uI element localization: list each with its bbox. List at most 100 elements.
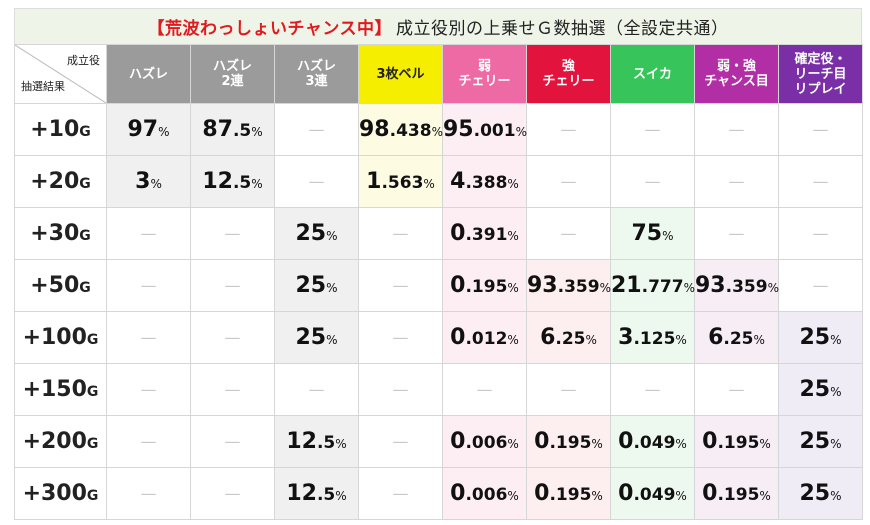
probability-value: 12.5% [202, 169, 262, 194]
table-cell: — [190, 467, 275, 520]
table-cell: — [526, 103, 611, 156]
column-header-4: 弱チェリー [442, 44, 527, 104]
row-label: +10G [14, 103, 107, 156]
probability-value: 1.563% [366, 169, 435, 194]
value-decimal: .359 [725, 277, 768, 297]
table-cell: — [358, 363, 443, 416]
table-cell: — [694, 103, 779, 156]
table-cell: — [274, 155, 359, 208]
empty-dash: — [392, 276, 409, 295]
column-header-label: 3連 [305, 74, 328, 89]
row-label: +150G [14, 363, 107, 416]
value-integer: 93 [695, 273, 726, 298]
table-cell: — [610, 155, 695, 208]
probability-value: 12.5% [286, 429, 346, 454]
probability-value: 3.125% [618, 325, 687, 350]
table-cell: — [526, 155, 611, 208]
value-decimal: .5 [316, 485, 336, 505]
value-decimal: .563 [381, 173, 424, 193]
column-header-3: 3枚ベル [358, 44, 443, 104]
probability-value: 6.25% [540, 325, 597, 350]
value-percent-sign: % [507, 177, 519, 191]
table-cell: 25% [274, 259, 359, 312]
value-integer: 0 [618, 481, 634, 506]
value-decimal: .5 [232, 173, 252, 193]
value-integer: 95 [443, 117, 474, 142]
table-cell: — [694, 363, 779, 416]
probability-value: 0.195% [702, 481, 771, 506]
column-header-label: リプレイ [794, 81, 847, 97]
value-decimal: .195 [549, 433, 592, 453]
table-body: +10G 97% 87.5% —98.438% 95.001% — — — — +20G 3% 12.… [14, 103, 863, 520]
table-cell: — [106, 311, 191, 364]
column-header-2: ハズレ 3連 [274, 44, 359, 104]
value-percent-sign: % [158, 125, 170, 139]
value-percent-sign: % [830, 333, 842, 347]
empty-dash: — [224, 380, 241, 399]
probability-value: 4.388% [450, 169, 519, 194]
table-cell: 0.049% [610, 415, 695, 468]
row-label-unit: G [86, 488, 99, 504]
value-decimal: .006 [465, 433, 508, 453]
table-cell: — [778, 103, 863, 156]
table-cell: 25% [778, 467, 863, 520]
value-percent-sign: % [507, 333, 519, 347]
probability-value: 98.438% [359, 117, 443, 142]
table-row: +100G — —25% —0.012% 6.25% 3.125% 6.25% 25% [14, 311, 863, 364]
value-percent-sign: % [431, 125, 443, 139]
probability-value: 25% [295, 273, 337, 298]
empty-dash: — [728, 120, 745, 139]
empty-dash: — [140, 328, 157, 347]
corner-top-label: 成立役 [67, 54, 100, 67]
value-integer: 25 [295, 273, 327, 298]
value-integer: 0 [534, 481, 550, 506]
value-decimal: .391 [465, 225, 508, 245]
value-percent-sign: % [150, 177, 162, 191]
probability-value: 25% [799, 429, 841, 454]
value-integer: 0 [618, 429, 634, 454]
value-integer: 25 [799, 325, 831, 350]
header-row: 成立役 抽選結果 ハズレ ハズレ 2連 ハズレ 3連 3枚ベル弱チェリー強チェリー スイカ弱… [14, 44, 863, 104]
table-cell: 0.195% [694, 467, 779, 520]
empty-dash: — [392, 328, 409, 347]
row-label-number: +30 [30, 221, 80, 246]
empty-dash: — [644, 120, 661, 139]
table-cell: — [358, 311, 443, 364]
value-decimal: .438 [389, 121, 432, 141]
column-header-6: スイカ [610, 44, 695, 104]
row-label-number: +100 [22, 325, 87, 350]
probability-value: 0.049% [618, 481, 687, 506]
probability-value: 87.5% [202, 117, 262, 142]
empty-dash: — [140, 380, 157, 399]
row-label-unit: G [86, 332, 99, 348]
probability-value: 95.001% [443, 117, 527, 142]
row-label-unit: G [79, 124, 91, 140]
value-integer: 25 [799, 429, 831, 454]
table-cell: — [778, 259, 863, 312]
table-row: +150G — — — — — — — — 25% [14, 363, 863, 416]
value-percent-sign: % [326, 229, 338, 243]
table-cell: 3.125% [610, 311, 695, 364]
row-label-number: +150 [22, 377, 87, 402]
value-percent-sign: % [675, 437, 687, 451]
value-integer: 0 [702, 481, 718, 506]
probability-value: 0.391% [450, 221, 519, 246]
table-cell: — [106, 467, 191, 520]
value-percent-sign: % [515, 125, 527, 139]
value-integer: 0 [450, 429, 466, 454]
empty-dash: — [224, 484, 241, 503]
table-cell: — [358, 207, 443, 260]
table-cell: — [694, 155, 779, 208]
diagonal-line [15, 45, 106, 103]
table-cell: 6.25% [694, 311, 779, 364]
title-highlight: 【荒波わっしょいチャンス中】 [147, 19, 392, 39]
probability-value: 25% [799, 377, 841, 402]
empty-dash: — [392, 380, 409, 399]
empty-dash: — [560, 224, 577, 243]
probability-value: 93.359% [695, 273, 779, 298]
value-integer: 0 [450, 481, 466, 506]
empty-dash: — [812, 276, 829, 295]
value-integer: 12 [286, 429, 317, 454]
table-cell: — [190, 363, 275, 416]
table-row: +50G — —25% —0.195% 93.359% 21.777% 93.359% — [14, 259, 863, 312]
